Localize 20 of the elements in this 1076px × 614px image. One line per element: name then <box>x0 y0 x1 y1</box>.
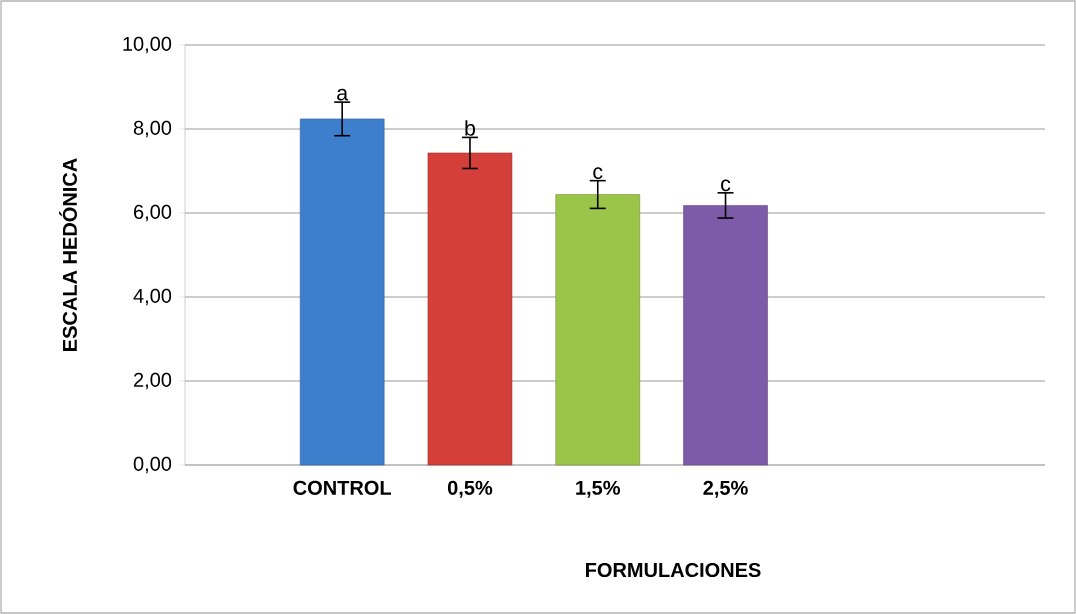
y-tick-label: 4,00 <box>133 288 172 306</box>
y-tick-label: 10,00 <box>123 36 172 54</box>
annotation: b <box>465 120 475 136</box>
bar <box>299 118 385 466</box>
y-tick-label: 6,00 <box>134 204 172 222</box>
x-axis-title: FORMULACIONES <box>586 562 761 578</box>
bar <box>555 194 641 466</box>
x-tick-label: CONTROL <box>293 480 392 495</box>
bar <box>683 205 768 466</box>
x-tick-label: 2,5% <box>703 480 748 498</box>
y-tick-label: 2,00 <box>134 372 172 390</box>
x-tick-label: 1,5% <box>576 480 621 498</box>
y-tick-label: 8,00 <box>133 120 172 138</box>
x-tick-label: 0,5% <box>447 480 493 498</box>
y-tick-label: 0,00 <box>133 456 172 474</box>
annotation: a <box>337 88 349 101</box>
y-axis-title: ESCALA HEDÓNICA <box>59 158 77 351</box>
bar <box>427 152 513 466</box>
annotation: c <box>721 179 731 192</box>
annotation: c <box>593 167 603 180</box>
